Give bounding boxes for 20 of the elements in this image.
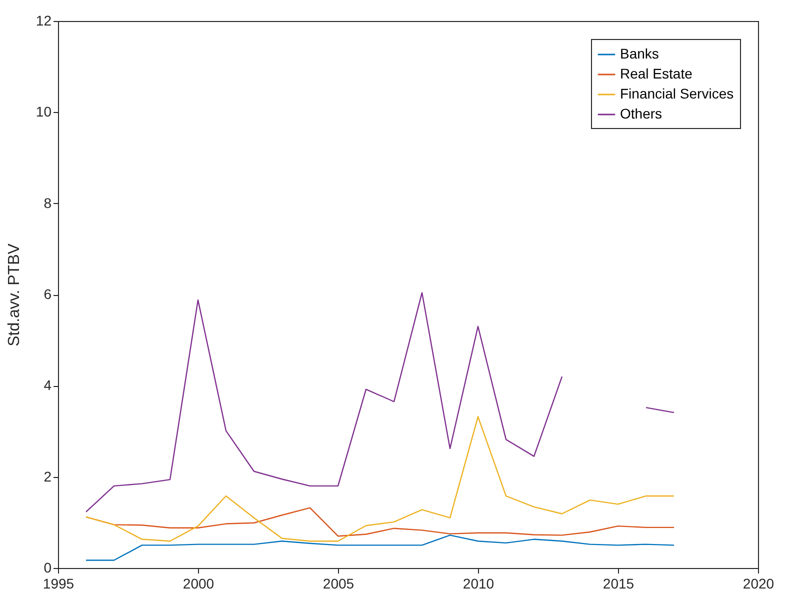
legend-label: Others: [620, 106, 662, 122]
line-series: [85, 416, 675, 542]
x-tick-label: 2015: [602, 576, 634, 592]
y-tick-label: 8: [44, 194, 52, 211]
y-tick-label: 0: [44, 560, 52, 576]
x-tick-label: 2020: [742, 576, 774, 592]
line-series: [85, 534, 675, 561]
y-tick-label: 2: [44, 468, 52, 484]
legend-label: Financial Services: [620, 86, 734, 102]
x-tick-label: 1995: [42, 576, 74, 592]
y-tick-label: 4: [44, 377, 52, 394]
y-axis-title: Std.avv. PTBV: [6, 243, 23, 346]
legend-label: Banks: [620, 46, 659, 62]
y-tick-label: 6: [44, 286, 52, 302]
legend-label: Real Estate: [620, 66, 693, 82]
x-tick-label: 2000: [182, 576, 214, 592]
y-tick-label: 10: [36, 104, 52, 120]
x-tick-label: 2005: [322, 576, 354, 592]
y-tick-label: 12: [36, 12, 52, 28]
x-tick-label: 2010: [462, 576, 494, 592]
